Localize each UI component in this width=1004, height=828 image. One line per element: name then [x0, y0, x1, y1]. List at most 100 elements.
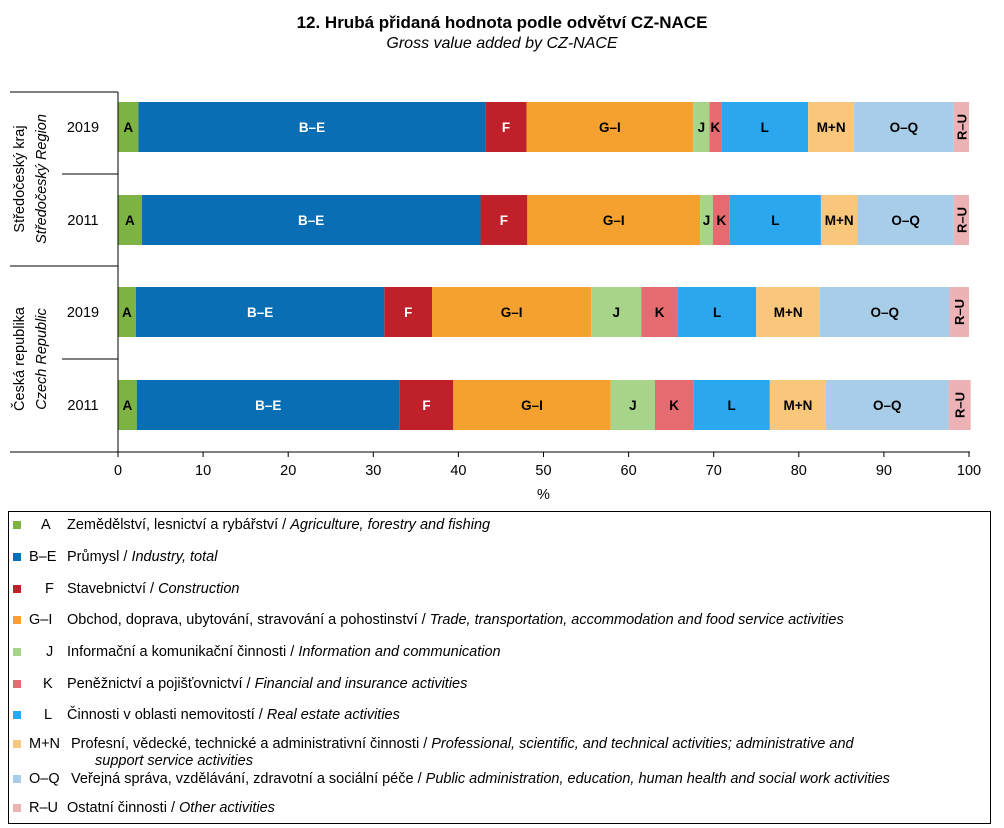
legend-swatch-a	[13, 521, 21, 529]
x-tick-label: 100	[957, 463, 981, 479]
bar-segment-label: A	[122, 398, 132, 413]
legend-swatch-f	[13, 585, 21, 593]
bar-segment-label: R–U	[954, 114, 969, 140]
legend-swatch-l	[13, 711, 21, 719]
stacked-bar-chart: A B–E F G–I J K L M+N O–Q R–UA B–E F G–I J K L M+N O–Q R–U…	[10, 91, 981, 503]
bar-segment	[949, 287, 969, 337]
bar-segment	[826, 380, 949, 430]
legend-item-j: J Informační a komunikační činnosti / In…	[9, 642, 989, 662]
bar-segment-label: K	[716, 213, 726, 228]
x-tick-label: 70	[706, 463, 722, 479]
legend-item-m-n: M+N Profesní, vědecké, technické a admin…	[9, 734, 989, 754]
bar-segment	[453, 380, 611, 430]
bar-segment-label: M+N	[774, 305, 803, 320]
legend-swatch-k	[13, 680, 21, 688]
legend-item-o-q: O–Q Veřejná správa, vzdělávání, zdravotn…	[9, 769, 989, 789]
legend-code: G–I	[29, 612, 53, 628]
year-label: 2011	[67, 398, 98, 414]
bar-segment	[118, 380, 137, 430]
bar-segment-label: L	[771, 213, 779, 228]
bar-segment-label: A	[125, 213, 135, 228]
x-tick-label: 0	[114, 463, 122, 479]
bar-segment-label: L	[761, 120, 769, 135]
bar-segment	[136, 380, 400, 430]
bar-segment-label: B–E	[298, 213, 324, 228]
bar-segment-label: J	[698, 120, 706, 135]
chart-title: 12. Hrubá přidaná hodnota podle odvětví …	[296, 13, 708, 32]
x-tick-label: 60	[621, 463, 637, 479]
legend-label: Profesní, vědecké, technické a administr…	[71, 736, 854, 752]
bar-segment-label: L	[713, 305, 721, 320]
x-tick-label: 80	[791, 463, 807, 479]
bar-segment	[808, 102, 855, 152]
bar-segment-label: M+N	[825, 213, 854, 228]
bar-segment-label: B–E	[255, 398, 281, 413]
bar-segment	[857, 195, 954, 245]
year-label: 2019	[67, 120, 99, 136]
bar-segment	[432, 287, 592, 337]
bar-segment	[712, 195, 730, 245]
group-label-cz: Česká republika	[11, 306, 28, 411]
bar-segment	[948, 380, 971, 430]
bar-segment	[709, 102, 722, 152]
bar-segment-label: F	[422, 398, 430, 413]
bar-segment	[721, 102, 809, 152]
x-tick-label: 50	[535, 463, 551, 479]
bar-segment-label: A	[123, 120, 133, 135]
bar-segment	[820, 195, 858, 245]
legend-code: R–U	[29, 800, 59, 816]
bar-segment-label: O–Q	[873, 398, 902, 413]
legend-swatch-j	[13, 648, 21, 656]
bar-segment	[118, 195, 142, 245]
bar-segment	[141, 195, 481, 245]
bar-segment	[693, 380, 770, 430]
bar-segment	[526, 102, 694, 152]
bar-segment-label: L	[727, 398, 735, 413]
legend-code: O–Q	[29, 771, 60, 787]
legend-item-k: K Peněžnictví a pojišťovnictví / Financi…	[9, 674, 989, 694]
x-tick-label: 20	[280, 463, 296, 479]
bar-segment-label: R–U	[954, 207, 969, 233]
bar-segment	[654, 380, 694, 430]
bar-segment-label: G–I	[521, 398, 543, 413]
legend-code: B–E	[29, 549, 57, 565]
bar-segment-label: G–I	[501, 305, 523, 320]
bar-segment	[820, 287, 950, 337]
bar-segment	[610, 380, 655, 430]
bar-segment	[693, 102, 710, 152]
bar-segment	[480, 195, 528, 245]
bar-segment-label: M+N	[817, 120, 846, 135]
legend-label: Ostatní činnosti / Other activities	[67, 800, 275, 816]
bar-segment-label: J	[703, 213, 711, 228]
legend-label: Činnosti v oblasti nemovitostí / Real es…	[67, 707, 400, 723]
bar-segment	[953, 195, 969, 245]
bar-segment	[729, 195, 821, 245]
legend-code: L	[44, 707, 53, 723]
x-axis-label: %	[537, 487, 550, 503]
bar-segment-label: J	[629, 398, 637, 413]
legend-label: Zemědělství, lesnictví a rybářství / Agr…	[67, 517, 491, 533]
x-tick-label: 90	[876, 463, 892, 479]
bar-segment	[118, 287, 136, 337]
bar-segment-label: B–E	[299, 120, 325, 135]
bar-segment	[591, 287, 642, 337]
bar-segment-label: F	[500, 213, 508, 228]
bar-segment	[756, 287, 821, 337]
bar-segment-label: O–Q	[891, 213, 920, 228]
legend-swatch-o-q	[13, 775, 21, 783]
year-label: 2019	[67, 305, 99, 321]
legend-item-b-e: B–E Průmysl / Industry, total	[9, 547, 989, 567]
chart-subtitle: Gross value added by CZ-NACE	[386, 35, 618, 52]
legend-swatch-b-e	[13, 553, 21, 561]
legend-code: K	[43, 676, 53, 692]
legend-swatch-r-u	[13, 804, 21, 812]
bar-segment-label: B–E	[247, 305, 273, 320]
legend-label: Obchod, doprava, ubytování, stravování a…	[67, 612, 844, 628]
legend-label: Informační a komunikační činnosti / Info…	[67, 644, 501, 660]
legend-code: A	[41, 517, 51, 533]
bar-segment-label: R–U	[953, 392, 968, 418]
bar-segment-label: A	[122, 305, 132, 320]
bar-segment-label: K	[669, 398, 679, 413]
x-tick-label: 30	[365, 463, 381, 479]
bar-segment	[485, 102, 527, 152]
